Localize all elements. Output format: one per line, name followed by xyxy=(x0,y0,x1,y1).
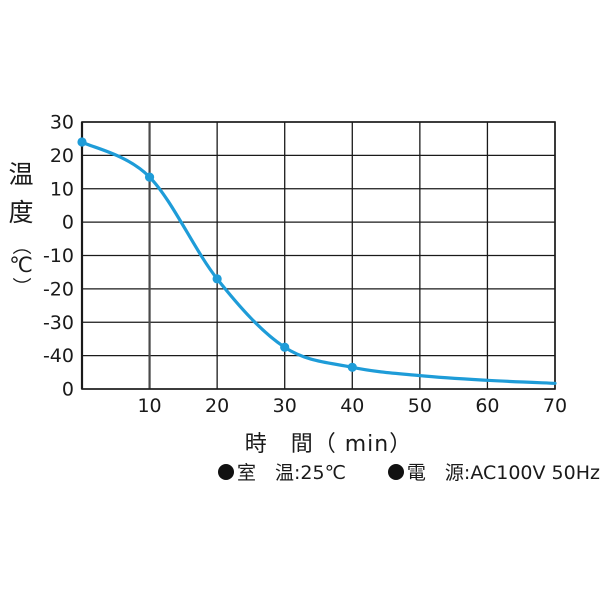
y-axis-title: 温度 （℃） xyxy=(4,160,38,297)
x-axis-title: 時 間（ min） xyxy=(244,432,413,457)
x-tick-label: 10 xyxy=(137,395,161,417)
bullet-icon xyxy=(387,463,404,480)
y-axis-title-char: （ xyxy=(10,235,33,256)
data-point-marker xyxy=(280,342,290,352)
x-tick-label: 60 xyxy=(475,395,499,417)
x-tick-label: 20 xyxy=(205,395,229,417)
data-point-marker xyxy=(77,137,87,147)
y-tick-label: 0 xyxy=(62,379,74,401)
x-tick-label: 40 xyxy=(340,395,364,417)
y-axis-title-char: ） xyxy=(10,276,33,297)
y-tick-label: -30 xyxy=(43,312,74,334)
y-tick-label: 20 xyxy=(50,145,74,167)
y-tick-label: -40 xyxy=(43,345,74,367)
footnote-room-temp: 室 温:25℃ xyxy=(218,458,346,485)
bullet-icon xyxy=(218,463,234,480)
footnote-power-label: 電 源:AC100V 50Hz xyxy=(406,462,600,484)
x-tick-label: 30 xyxy=(273,395,297,417)
footnote-room-temp-label: 室 温:25℃ xyxy=(237,462,346,484)
data-point-marker xyxy=(144,172,155,182)
y-tick-label: -10 xyxy=(43,245,74,267)
data-point-marker xyxy=(212,274,222,284)
data-point-marker xyxy=(347,362,357,372)
y-tick-label: 0 xyxy=(62,212,74,234)
y-axis-title-char: 温 xyxy=(8,160,34,189)
y-axis-title-char: 度 xyxy=(8,198,34,227)
footnote-power: 電 源:AC100V 50Hz xyxy=(387,458,600,485)
x-tick-label: 50 xyxy=(408,395,432,417)
y-axis-title-char: ℃ xyxy=(9,253,33,277)
y-tick-label: 30 xyxy=(50,112,74,134)
x-tick-label: 70 xyxy=(543,395,567,417)
footnotes-row: 室 温:25℃ 電 源:AC100V 50Hz xyxy=(218,458,600,485)
y-tick-label: -20 xyxy=(43,278,74,300)
y-tick-label: 10 xyxy=(50,178,74,200)
temperature-curve xyxy=(80,140,557,385)
